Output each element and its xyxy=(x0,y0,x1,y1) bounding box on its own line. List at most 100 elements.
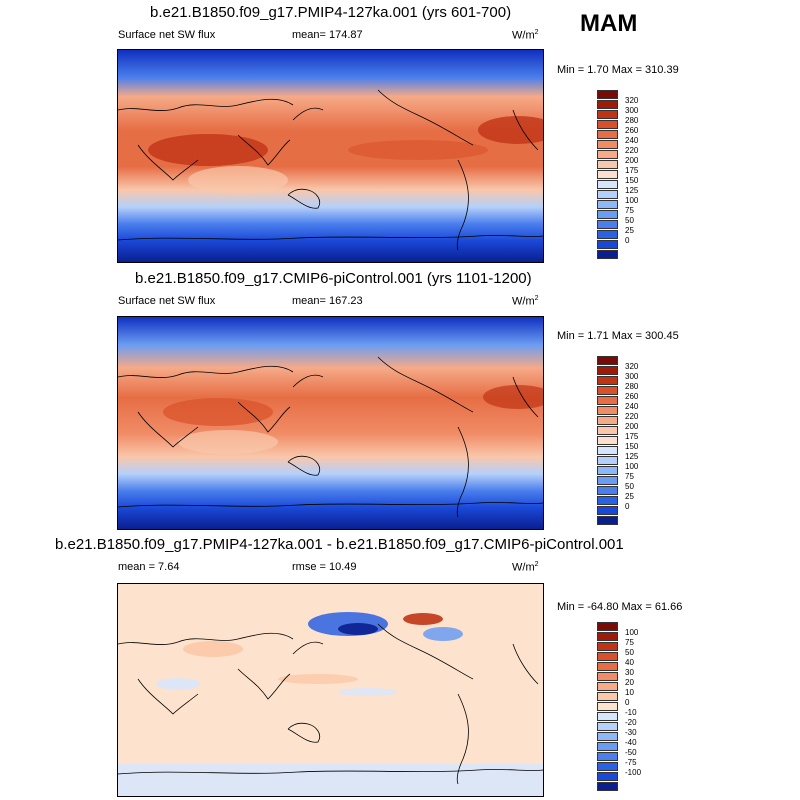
panel1-title: b.e21.B1850.f09_g17.PMIP4-127ka.001 (yrs… xyxy=(150,4,512,21)
panel3-colorbar-tick: 40 xyxy=(625,658,634,667)
panel1-colorbar-swatch xyxy=(597,230,618,239)
panel3-colorbar-swatch xyxy=(597,672,618,681)
panel1-colorbar-swatch xyxy=(597,220,618,229)
panel1-colorbar-swatch xyxy=(597,180,618,189)
panel2-colorbar-swatch xyxy=(597,446,618,455)
panel2-colorbar-tick: 200 xyxy=(625,422,639,431)
panel1-colorbar-swatch xyxy=(597,240,618,249)
panel3-minmax: Min = -64.80 Max = 61.66 xyxy=(557,601,683,613)
panel2-colorbar-swatch xyxy=(597,416,618,425)
panel1-colorbar-swatch xyxy=(597,190,618,199)
panel3-colorbar-tick: -40 xyxy=(625,738,637,747)
panel1-colorbar-swatch xyxy=(597,100,618,109)
panel2-colorbar-swatch xyxy=(597,516,618,525)
panel3-colorbar-swatch xyxy=(597,722,618,731)
panel2-colorbar-tick: 75 xyxy=(625,472,634,481)
panel1-colorbar-tick: 260 xyxy=(625,126,639,135)
panel2-units: W/m2 xyxy=(512,295,539,308)
panel2-colorbar-tick: 320 xyxy=(625,362,639,371)
panel2-colorbar-tick: 280 xyxy=(625,382,639,391)
panel1-colorbar-tick: 175 xyxy=(625,166,639,175)
panel1-colorbar-tick: 25 xyxy=(625,226,634,235)
panel2-colorbar-tick: 125 xyxy=(625,452,639,461)
panel1-colorbar-tick: 240 xyxy=(625,136,639,145)
panel2-minmax: Min = 1.71 Max = 300.45 xyxy=(557,330,679,342)
panel3-colorbar-swatch xyxy=(597,682,618,691)
panel1-colorbar-tick: 300 xyxy=(625,106,639,115)
panel2-map xyxy=(117,316,544,530)
panel3-colorbar-tick: -50 xyxy=(625,748,637,757)
panel2-colorbar-tick: 300 xyxy=(625,372,639,381)
panel1-colorbar-swatch xyxy=(597,110,618,119)
panel3-colorbar-tick: 0 xyxy=(625,698,630,707)
panel3-colorbar-swatch xyxy=(597,772,618,781)
panel3-colorbar-swatch xyxy=(597,632,618,641)
panel1-colorbar-tick: 150 xyxy=(625,176,639,185)
panel2-colorbar-tick: 240 xyxy=(625,402,639,411)
panel3-colorbar-tick: -100 xyxy=(625,768,642,777)
panel3-colorbar-tick: 30 xyxy=(625,668,634,677)
panel3-colorbar-tick: 50 xyxy=(625,648,634,657)
panel1-colorbar-swatch xyxy=(597,120,618,129)
panel3-rmse: rmse = 10.49 xyxy=(292,561,357,573)
panel3-colorbar-swatch xyxy=(597,782,618,791)
panel2-colorbar-swatch xyxy=(597,456,618,465)
panel3-colorbar-swatch xyxy=(597,642,618,651)
panel2-colorbar-swatch xyxy=(597,466,618,475)
panel3-colorbar-tick: -10 xyxy=(625,708,637,717)
panel2-colorbar-tick: 150 xyxy=(625,442,639,451)
panel2-colorbar-swatch xyxy=(597,496,618,505)
panel1-colorbar-swatch xyxy=(597,210,618,219)
panel3-colorbar-swatch xyxy=(597,622,618,631)
panel1-colorbar-tick: 125 xyxy=(625,186,639,195)
panel2-colorbar-swatch xyxy=(597,366,618,375)
panel2-colorbar-swatch xyxy=(597,426,618,435)
panel3-title: b.e21.B1850.f09_g17.PMIP4-127ka.001 - b.… xyxy=(55,536,624,553)
panel3-colorbar-swatch xyxy=(597,762,618,771)
panel3-map xyxy=(117,583,544,797)
panel2-colorbar-tick: 100 xyxy=(625,462,639,471)
panel1-colorbar-swatch xyxy=(597,130,618,139)
panel2-colorbar-swatch xyxy=(597,436,618,445)
panel1-colorbar-tick: 280 xyxy=(625,116,639,125)
panel1-colorbar-tick: 320 xyxy=(625,96,639,105)
panel3-colorbar-tick: 75 xyxy=(625,638,634,647)
panel1-colorbar-swatch xyxy=(597,250,618,259)
panel2-colorbar-swatch xyxy=(597,406,618,415)
panel2-colorbar-tick: 175 xyxy=(625,432,639,441)
season-label: MAM xyxy=(580,10,638,37)
panel2-title: b.e21.B1850.f09_g17.CMIP6-piControl.001 … xyxy=(135,270,532,287)
panel1-field xyxy=(118,50,543,262)
panel1-colorbar-swatch xyxy=(597,90,618,99)
panel3-colorbar-swatch xyxy=(597,742,618,751)
panel2-mean: mean= 167.23 xyxy=(292,295,363,307)
panel2-field xyxy=(118,317,543,529)
panel1-colorbar-swatch xyxy=(597,140,618,149)
panel1-colorbar-swatch xyxy=(597,160,618,169)
panel3-colorbar-tick: 100 xyxy=(625,628,639,637)
panel1-colorbar-swatch xyxy=(597,150,618,159)
panel2-colorbar-swatch xyxy=(597,476,618,485)
panel3-colorbar-tick: -30 xyxy=(625,728,637,737)
panel3-colorbar-tick: -75 xyxy=(625,758,637,767)
panel2-colorbar-tick: 260 xyxy=(625,392,639,401)
panel1-colorbar-tick: 75 xyxy=(625,206,634,215)
panel2-colorbar-tick: 50 xyxy=(625,482,634,491)
panel3-colorbar-tick: 10 xyxy=(625,688,634,697)
panel2-colorbar-tick: 0 xyxy=(625,502,630,511)
panel1-map xyxy=(117,49,544,263)
panel1-units: W/m2 xyxy=(512,29,539,42)
panel1-minmax: Min = 1.70 Max = 310.39 xyxy=(557,64,679,76)
panel1-colorbar-swatch xyxy=(597,200,618,209)
panel1-colorbar-tick: 100 xyxy=(625,196,639,205)
panel3-colorbar-tick: 20 xyxy=(625,678,634,687)
panel3-colorbar-swatch xyxy=(597,712,618,721)
panel2-colorbar-swatch xyxy=(597,386,618,395)
panel3-colorbar-swatch xyxy=(597,692,618,701)
panel1-colorbar-tick: 200 xyxy=(625,156,639,165)
panel3-units: W/m2 xyxy=(512,561,539,574)
panel3-colorbar-swatch xyxy=(597,662,618,671)
panel2-colorbar-swatch xyxy=(597,506,618,515)
panel1-colorbar-tick: 220 xyxy=(625,146,639,155)
panel2-colorbar-swatch xyxy=(597,486,618,495)
